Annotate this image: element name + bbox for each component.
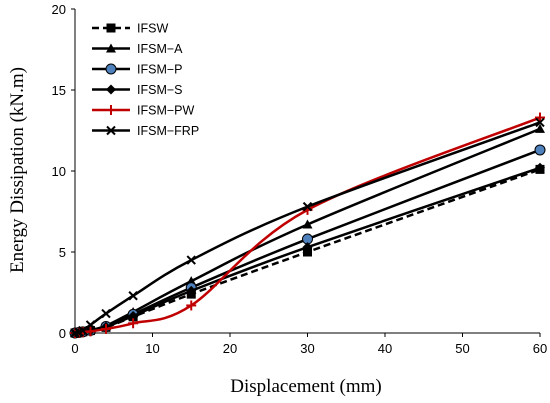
data-point <box>128 310 139 321</box>
x-marker-b <box>302 201 313 212</box>
x-marker-b <box>101 308 111 319</box>
data-point <box>535 123 545 133</box>
x-tick-label: 0 <box>71 341 78 356</box>
x-marker-b <box>106 125 116 136</box>
x-axis-title: Displacement (mm) <box>230 376 381 397</box>
legend-label: IFSM−S <box>137 83 183 97</box>
x-marker-b <box>85 320 96 330</box>
x-tick-label: 40 <box>378 341 392 356</box>
data-point <box>85 326 96 337</box>
legend-label: IFSM−PW <box>137 104 194 118</box>
data-point <box>302 219 313 229</box>
series-layer <box>69 112 546 339</box>
data-point <box>302 201 313 212</box>
plot-area <box>74 9 540 334</box>
data-point <box>186 285 197 296</box>
legend-marker <box>106 125 116 136</box>
data-point <box>535 162 545 173</box>
data-point <box>78 325 88 336</box>
legend-label: IFSM−P <box>137 63 183 77</box>
legend-entry-5: IFSM−FRP <box>92 124 199 138</box>
series-3 <box>70 162 545 338</box>
x-marker-b <box>128 291 138 301</box>
y-tick-label: 10 <box>52 164 66 179</box>
legend-marker <box>106 43 116 53</box>
y-tick-label: 5 <box>59 245 66 260</box>
data-point <box>186 300 197 311</box>
legend-marker <box>106 105 116 115</box>
legend-entry-3: IFSM−S <box>92 83 183 97</box>
y-tick-label: 15 <box>52 83 66 98</box>
x-tick-label: 30 <box>300 341 314 356</box>
x-marker-b <box>186 255 196 265</box>
series-line-1 <box>74 127 541 335</box>
legend: IFSW IFSM−A IFSM−P IFSM−S IFSM−PW IFSM−FRP <box>92 22 199 138</box>
x-marker-b <box>535 117 545 128</box>
series-5 <box>70 117 545 338</box>
y-tick-label: 0 <box>59 326 66 341</box>
legend-marker <box>106 23 116 33</box>
series-2 <box>69 144 546 339</box>
legend-entry-0: IFSW <box>92 22 168 36</box>
y-tick-label: 20 <box>52 2 66 17</box>
data-point <box>535 117 545 128</box>
data-point <box>101 308 111 319</box>
data-point <box>534 144 546 156</box>
data-point <box>128 318 139 329</box>
y-axis-title: Energy Dissipation (kN.m) <box>7 67 28 273</box>
series-1 <box>70 123 545 337</box>
legend-label: IFSM−A <box>137 42 183 56</box>
x-marker-b <box>78 325 88 336</box>
data-point <box>535 112 545 123</box>
legend-entry-4: IFSM−PW <box>92 104 194 118</box>
x-tick-label: 10 <box>145 341 159 356</box>
tick-labels: 0 10 20 30 40 50 60 0 5 10 15 20 <box>52 2 548 356</box>
data-point <box>128 291 138 301</box>
legend-marker <box>105 63 117 75</box>
legend-entry-1: IFSM−A <box>92 42 183 56</box>
data-point <box>101 323 111 334</box>
data-point <box>302 242 313 253</box>
data-point <box>186 255 196 265</box>
legend-marker <box>106 84 116 95</box>
x-tick-label: 20 <box>223 341 237 356</box>
x-tick-label: 50 <box>455 341 469 356</box>
legend-label: IFSM−FRP <box>137 124 199 138</box>
legend-entry-2: IFSM−P <box>92 63 183 77</box>
data-point <box>85 320 96 330</box>
x-tick-label: 60 <box>533 341 547 356</box>
legend-label: IFSW <box>137 22 168 36</box>
